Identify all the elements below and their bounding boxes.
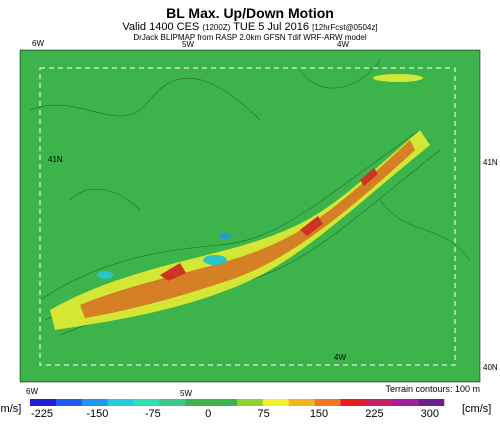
map-area [19, 49, 481, 383]
colorbar-swatch [107, 399, 134, 406]
unit-label: [cm/s] [0, 403, 21, 415]
colorbar-tick: -150 [86, 408, 108, 420]
colorbar-tick: 225 [365, 408, 383, 420]
subtitle: Valid 1400 CES (1200Z) TUE 5 Jul 2016 [1… [122, 21, 377, 33]
colorbar-tick: -75 [145, 408, 161, 420]
colorbar [30, 399, 445, 406]
colorbar-swatch [418, 399, 445, 406]
lat-label: 40N [483, 363, 498, 372]
colorbar-tick: -225 [31, 408, 53, 420]
title: BL Max. Up/Down Motion [166, 5, 334, 21]
lon-label: 6W [32, 39, 44, 48]
colorbar-swatch [288, 399, 315, 406]
colorbar-tick: 150 [310, 408, 328, 420]
colorbar-tick: 0 [205, 408, 211, 420]
colorbar-swatch [211, 399, 238, 406]
colorbar-swatch [185, 399, 212, 406]
lon-label: 4W [337, 40, 349, 49]
lat-label: 41N [48, 155, 63, 164]
colorbar-swatch [159, 399, 186, 406]
lon-label: 6W [26, 387, 38, 396]
source: DrJack BLIPMAP from RASP 2.0km GFSN Tdif… [133, 33, 366, 42]
domain-boundary [39, 67, 456, 366]
lon-label: 5W [182, 40, 194, 49]
colorbar-swatch [340, 399, 367, 406]
unit-label: [cm/s] [462, 403, 491, 415]
colorbar-tick: 300 [421, 408, 439, 420]
colorbar-tick: 75 [257, 408, 269, 420]
colorbar-swatch [392, 399, 419, 406]
lat-label: 41N [483, 158, 498, 167]
terrain-note: Terrain contours: 100 m [385, 384, 480, 394]
colorbar-swatch [314, 399, 341, 406]
lon-label: 4W [334, 353, 346, 362]
colorbar-swatch [81, 399, 108, 406]
colorbar-swatch [55, 399, 83, 406]
colorbar-swatch [133, 399, 160, 406]
valid: Valid 1400 CES [122, 21, 199, 33]
colorbar-swatch [237, 399, 264, 406]
forecast: [12hrFcst@0504z] [312, 23, 377, 32]
colorbar-swatch [366, 399, 393, 406]
motion-field [50, 74, 430, 330]
lon-label: 5W [180, 389, 192, 398]
colorbar-swatch [30, 399, 57, 406]
colorbar-swatch [262, 399, 290, 406]
utc: (1200Z) [202, 23, 230, 32]
date: TUE 5 Jul 2016 [233, 21, 309, 33]
